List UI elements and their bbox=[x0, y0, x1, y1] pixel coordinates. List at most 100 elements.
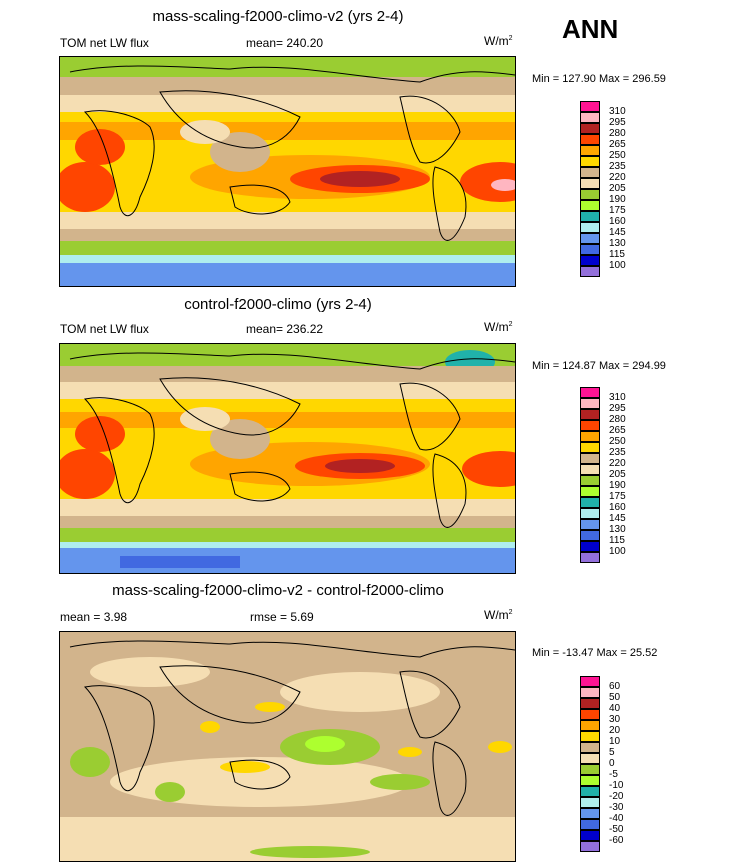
colorbar-swatch bbox=[580, 420, 600, 431]
colorbar-label: 60 bbox=[609, 681, 621, 692]
colorbar-label: 100 bbox=[609, 546, 626, 557]
colorbar-label: 145 bbox=[609, 513, 626, 524]
colorbar-swatch bbox=[580, 720, 600, 731]
panel3-mean-label: mean = 3.98 bbox=[60, 610, 128, 624]
colorbar-swatch bbox=[580, 464, 600, 475]
colorbar-label: 190 bbox=[609, 480, 626, 491]
colorbar-label: 190 bbox=[609, 194, 626, 205]
colorbar-label: 310 bbox=[609, 392, 626, 403]
panel1-minmax: Min = 127.90 Max = 296.59 bbox=[532, 73, 666, 85]
colorbar-swatch bbox=[580, 255, 600, 266]
colorbar-label: 220 bbox=[609, 458, 626, 469]
colorbar-swatch bbox=[580, 775, 600, 786]
panel1-mean-label: mean= 240.20 bbox=[246, 36, 324, 50]
panel2-map bbox=[59, 343, 516, 574]
colorbar-label: 280 bbox=[609, 128, 626, 139]
panel3-units: W/m2 bbox=[484, 608, 513, 622]
panel2-minmax: Min = 124.87 Max = 294.99 bbox=[532, 360, 666, 372]
colorbar-swatch bbox=[580, 731, 600, 742]
colorbar-swatch bbox=[580, 200, 600, 211]
colorbar-label: 145 bbox=[609, 227, 626, 238]
panel3-minmax: Min = -13.47 Max = 25.52 bbox=[532, 647, 658, 659]
colorbar-swatch bbox=[580, 409, 600, 420]
colorbar-label: 280 bbox=[609, 414, 626, 425]
colorbar-label: 0 bbox=[609, 758, 615, 769]
colorbar-swatch bbox=[580, 244, 600, 255]
colorbar-swatch bbox=[580, 134, 600, 145]
colorbar-label: 175 bbox=[609, 491, 626, 502]
panel3-title: mass-scaling-f2000-climo-v2 - control-f2… bbox=[112, 582, 444, 599]
colorbar-label: 295 bbox=[609, 403, 626, 414]
panel3-map bbox=[59, 631, 516, 862]
colorbar-swatch bbox=[580, 387, 600, 398]
colorbar-label: 250 bbox=[609, 436, 626, 447]
colorbar-label: 130 bbox=[609, 524, 626, 535]
panel2-variable-label: TOM net LW flux bbox=[60, 322, 149, 336]
panel1-title: mass-scaling-f2000-climo-v2 (yrs 2-4) bbox=[152, 8, 404, 25]
colorbar-swatch bbox=[580, 189, 600, 200]
colorbar-swatch bbox=[580, 698, 600, 709]
colorbar-label: 175 bbox=[609, 205, 626, 216]
colorbar-label: 295 bbox=[609, 117, 626, 128]
panel1-colorbar: 310 295 280 265 250 235 220 205 190 175 … bbox=[580, 101, 640, 286]
colorbar-label: -60 bbox=[609, 835, 624, 846]
panel2-title: control-f2000-climo (yrs 2-4) bbox=[184, 296, 372, 313]
panel1-units: W/m2 bbox=[484, 34, 513, 48]
colorbar-swatch bbox=[580, 819, 600, 830]
colorbar-label: 20 bbox=[609, 725, 621, 736]
colorbar-swatch bbox=[580, 453, 600, 464]
colorbar-swatch bbox=[580, 830, 600, 841]
panel2-map-svg bbox=[60, 344, 515, 573]
panel1-map-svg bbox=[60, 57, 515, 286]
colorbar-label: 160 bbox=[609, 216, 626, 227]
colorbar-swatch bbox=[580, 709, 600, 720]
colorbar-swatch bbox=[580, 145, 600, 156]
colorbar-swatch bbox=[580, 841, 600, 852]
colorbar-label: 265 bbox=[609, 425, 626, 436]
panel1-variable-label: TOM net LW flux bbox=[60, 36, 149, 50]
colorbar-label: -10 bbox=[609, 780, 624, 791]
colorbar-swatch bbox=[580, 530, 600, 541]
colorbar-swatch bbox=[580, 808, 600, 819]
panel2-mean-label: mean= 236.22 bbox=[246, 322, 324, 336]
colorbar-swatch bbox=[580, 178, 600, 189]
colorbar-label: 40 bbox=[609, 703, 621, 714]
colorbar-swatch bbox=[580, 167, 600, 178]
colorbar-label: 235 bbox=[609, 161, 626, 172]
colorbar-swatch bbox=[580, 101, 600, 112]
panel3-map-svg bbox=[60, 632, 515, 861]
colorbar-label: 30 bbox=[609, 714, 621, 725]
colorbar-swatch bbox=[580, 753, 600, 764]
colorbar-swatch bbox=[580, 676, 600, 687]
colorbar-swatch bbox=[580, 211, 600, 222]
colorbar-swatch bbox=[580, 112, 600, 123]
colorbar-swatch bbox=[580, 266, 600, 277]
colorbar-label: -5 bbox=[609, 769, 618, 780]
colorbar-swatch bbox=[580, 552, 600, 563]
colorbar-swatch bbox=[580, 123, 600, 134]
colorbar-label: -20 bbox=[609, 791, 624, 802]
panel1-map bbox=[59, 56, 516, 287]
colorbar-swatch bbox=[580, 442, 600, 453]
colorbar-label: 160 bbox=[609, 502, 626, 513]
colorbar-label: 50 bbox=[609, 692, 621, 703]
colorbar-swatch bbox=[580, 786, 600, 797]
colorbar-label: -50 bbox=[609, 824, 624, 835]
colorbar-swatch bbox=[580, 431, 600, 442]
colorbar-label: 10 bbox=[609, 736, 621, 747]
colorbar-label: 220 bbox=[609, 172, 626, 183]
colorbar-label: 115 bbox=[609, 535, 625, 546]
colorbar-swatch bbox=[580, 797, 600, 808]
colorbar-swatch bbox=[580, 541, 600, 552]
colorbar-label: -30 bbox=[609, 802, 624, 813]
season-label: ANN bbox=[562, 14, 619, 44]
colorbar-swatch bbox=[580, 508, 600, 519]
panel3-colorbar: 60 50 40 30 20 10 5 0 -5 -10 -20 -30 -40… bbox=[580, 676, 640, 861]
colorbar-label: 205 bbox=[609, 183, 626, 194]
colorbar-swatch bbox=[580, 742, 600, 753]
panel3-rmse-label: rmse = 5.69 bbox=[250, 610, 314, 624]
colorbar-label: 115 bbox=[609, 249, 625, 260]
colorbar-swatch bbox=[580, 687, 600, 698]
colorbar-swatch bbox=[580, 519, 600, 530]
colorbar-label: 250 bbox=[609, 150, 626, 161]
